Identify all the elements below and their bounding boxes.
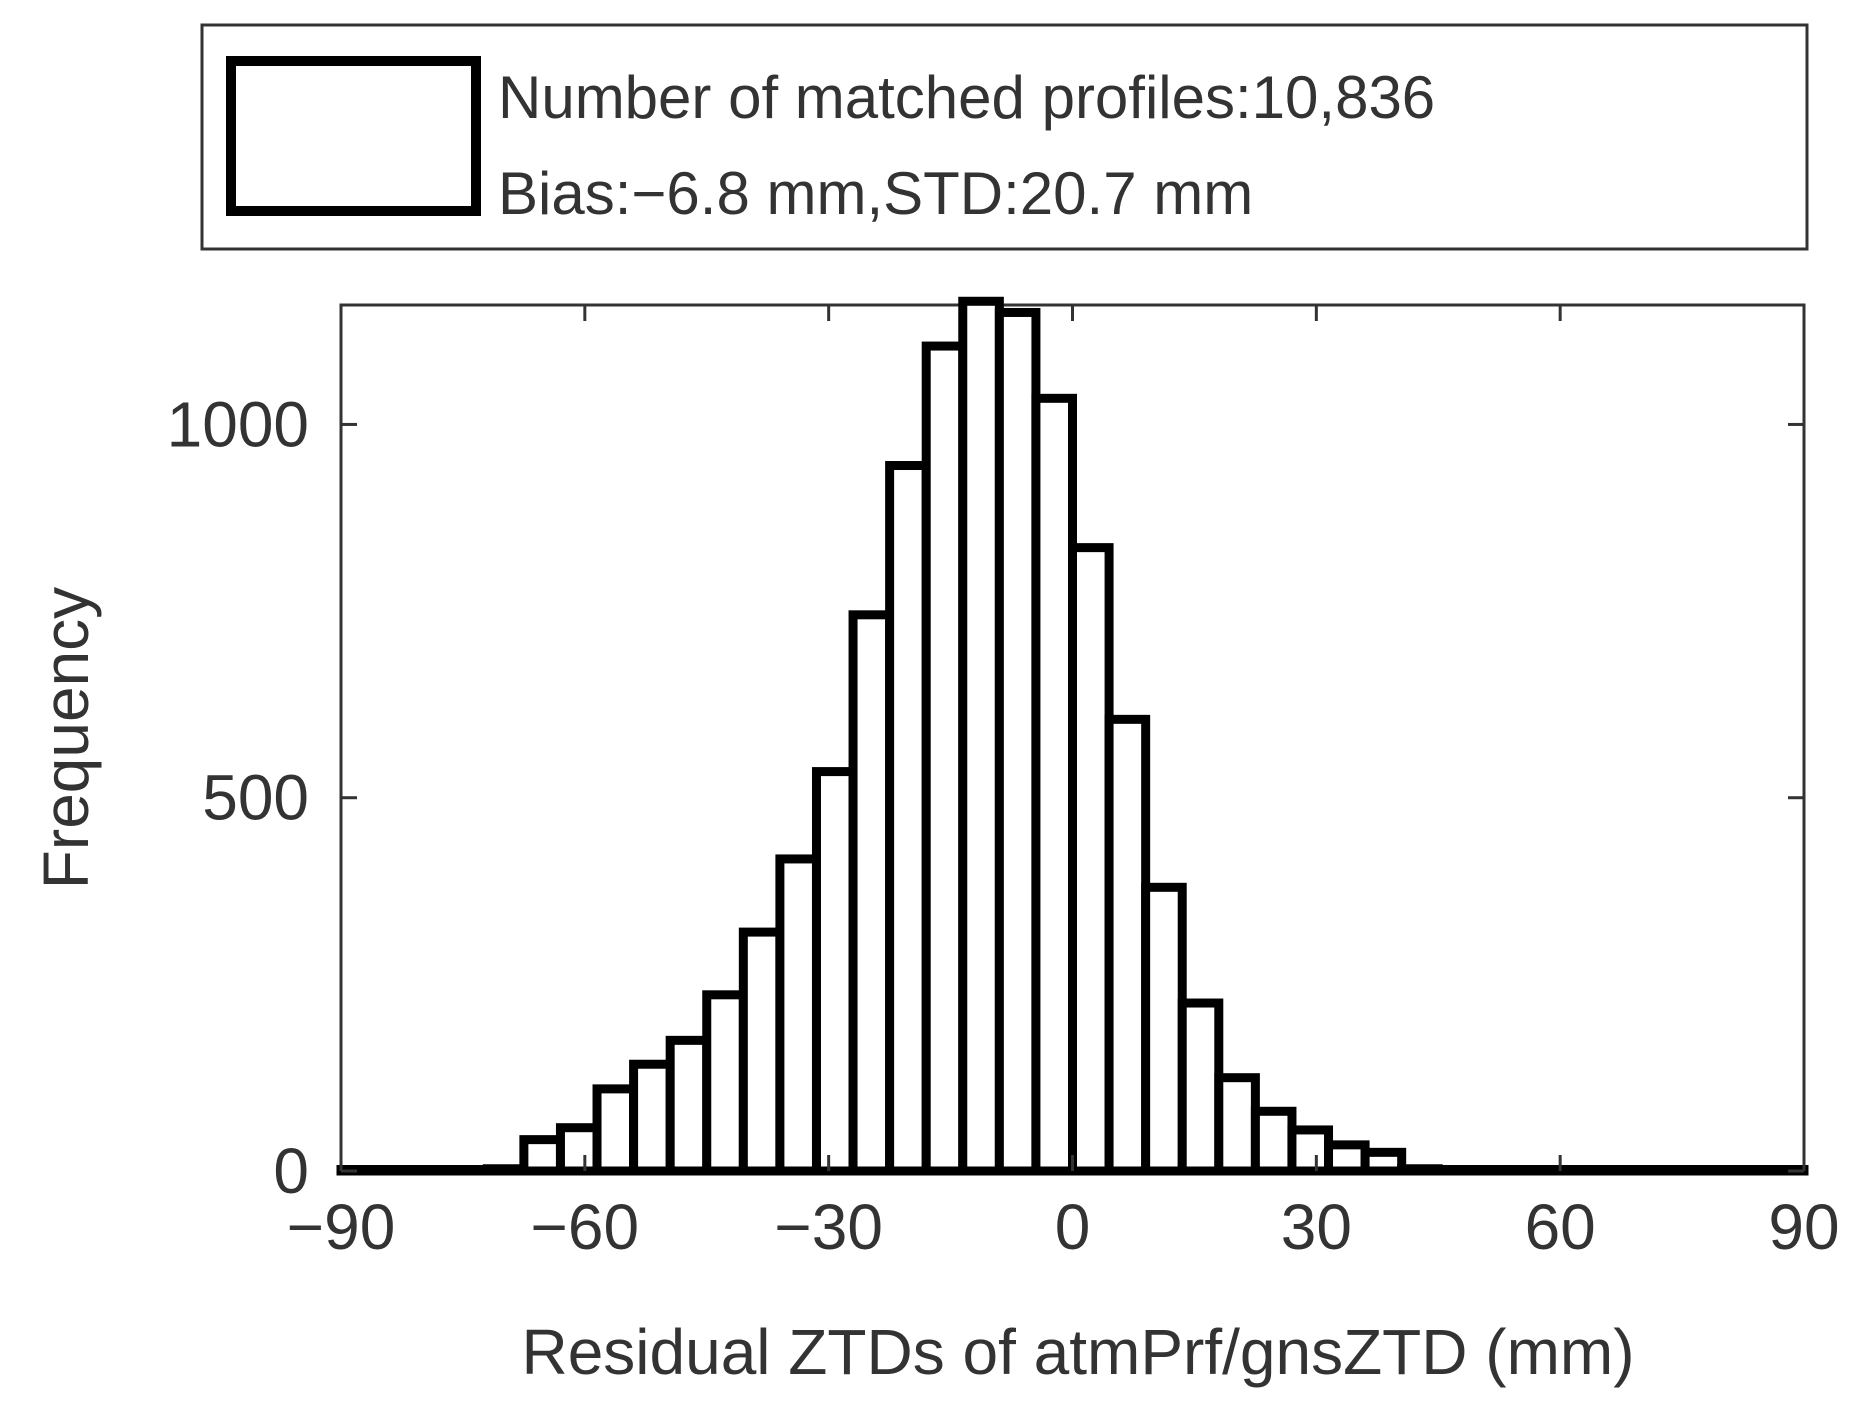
legend: Number of matched profiles:10,836 Bias:−… xyxy=(200,23,1809,251)
y-axis-label: Frequency xyxy=(30,587,102,889)
histogram-bar xyxy=(373,1165,419,1176)
x-tick-label: −30 xyxy=(774,1191,883,1263)
histogram-bar xyxy=(1470,1165,1516,1176)
histogram-bar xyxy=(921,341,968,1176)
histogram-bar xyxy=(1689,1165,1736,1176)
histogram-bar xyxy=(1141,882,1187,1176)
x-tick-label: −90 xyxy=(287,1191,396,1263)
y-tick-label: 0 xyxy=(273,1135,309,1207)
histogram-bar xyxy=(1068,543,1114,1176)
histogram-bar xyxy=(1653,1165,1699,1176)
histogram-bar xyxy=(665,1035,712,1176)
x-tick-label: 30 xyxy=(1281,1191,1352,1263)
histogram-bar xyxy=(1287,1125,1334,1176)
histogram-bar xyxy=(555,1123,602,1176)
histogram-bar xyxy=(1616,1165,1663,1176)
histogram-bar xyxy=(1104,714,1151,1176)
legend-line-profiles: Number of matched profiles:10,836 xyxy=(498,64,1435,131)
histogram-bar xyxy=(1506,1165,1553,1176)
histogram-bar xyxy=(1324,1140,1370,1176)
histogram-bar xyxy=(775,854,821,1176)
histogram-bar xyxy=(409,1165,456,1176)
x-axis-label: Residual ZTDs of atmPrf/gnsZTD (mm) xyxy=(521,1316,1634,1388)
x-tick-label: 90 xyxy=(1768,1191,1839,1263)
x-tick-label: −60 xyxy=(531,1191,640,1263)
axis-ticks xyxy=(339,305,1806,1173)
y-tick-label: 500 xyxy=(202,762,309,834)
histogram-bar xyxy=(811,767,858,1176)
histogram-bar xyxy=(1031,393,1078,1176)
histogram-bar xyxy=(994,307,1041,1176)
histogram-bar xyxy=(629,1059,675,1176)
x-tick-label: 60 xyxy=(1525,1191,1596,1263)
histogram-bar xyxy=(482,1164,529,1176)
histogram-bar xyxy=(885,461,931,1176)
y-tick-label: 1000 xyxy=(167,388,309,460)
x-tick-labels: −90 −60 −30 0 30 60 90 xyxy=(287,1191,1840,1263)
histogram-bar xyxy=(958,296,1004,1176)
histogram-bar xyxy=(1433,1165,1480,1176)
histogram-bars xyxy=(336,296,1809,1176)
legend-swatch xyxy=(226,56,481,216)
histogram-bar xyxy=(1726,1165,1772,1176)
histogram-bar xyxy=(1250,1106,1297,1176)
y-tick-labels: 0 500 1000 xyxy=(167,388,309,1207)
histogram-bar xyxy=(1397,1164,1443,1176)
histogram-bar xyxy=(1214,1073,1260,1176)
histogram-bar xyxy=(702,990,748,1176)
histogram-bar xyxy=(1177,998,1224,1176)
histogram-bar xyxy=(519,1135,565,1176)
histogram-bar xyxy=(738,927,785,1176)
histogram-bar xyxy=(1360,1147,1407,1176)
legend-line-bias-std: Bias:−6.8 mm,STD:20.7 mm xyxy=(498,160,1253,227)
histogram-bar xyxy=(592,1084,639,1176)
histogram-bar xyxy=(446,1165,492,1176)
x-tick-label: 0 xyxy=(1055,1191,1091,1263)
histogram-bar xyxy=(1580,1165,1626,1176)
histogram-bar xyxy=(1543,1165,1590,1176)
histogram-bar xyxy=(848,610,895,1176)
